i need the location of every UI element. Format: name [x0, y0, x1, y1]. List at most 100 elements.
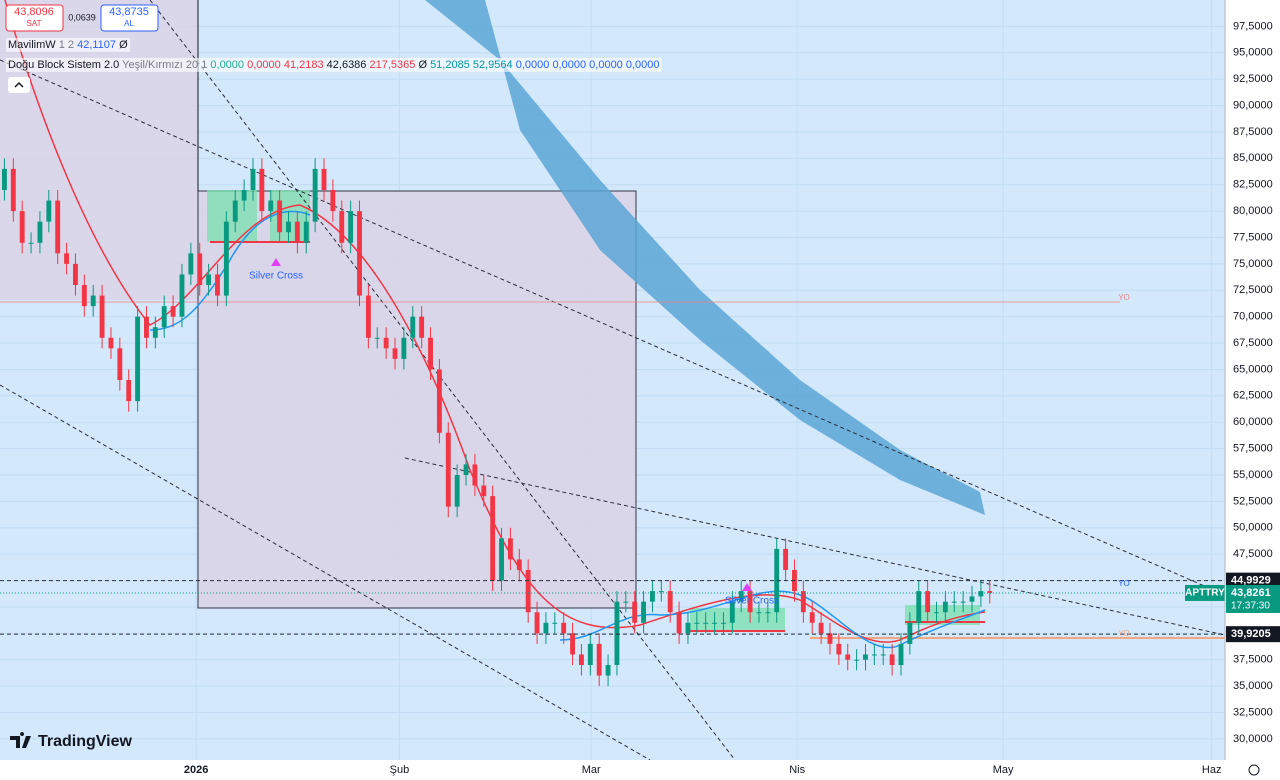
collapse-button[interactable] [8, 77, 30, 93]
candle-body [206, 274, 212, 285]
candle-body [623, 601, 629, 603]
candle-body [499, 538, 504, 581]
candle-body [197, 253, 203, 285]
settings-icon[interactable] [1248, 764, 1260, 776]
candle-body [747, 591, 753, 613]
indicator-value: Ø [418, 59, 427, 71]
indicator-params: Yeşil/Kırmızı 20 1 [122, 59, 207, 71]
y-tick-label: 80,0000 [1233, 205, 1273, 217]
sell-label: SAT [27, 19, 42, 28]
candle-body [934, 612, 939, 614]
candle-body [614, 601, 620, 665]
y-tick-label: 47,5000 [1233, 548, 1273, 560]
candle-body [294, 221, 300, 243]
candle-body [898, 643, 904, 665]
y-tick-label: 37,5000 [1233, 654, 1273, 666]
y-tick-label: 77,5000 [1233, 231, 1273, 243]
x-tick-label: Nis [789, 764, 805, 776]
candle-body [108, 337, 114, 349]
candle-body [445, 432, 451, 507]
candle-body [721, 622, 726, 624]
candle-body [152, 327, 158, 338]
candle-body [28, 242, 34, 244]
indicator-value: 52,9564 [473, 59, 513, 71]
candle-body [543, 622, 549, 634]
y-tick-label: 55,0000 [1233, 469, 1273, 481]
y-tick-label: 95,0000 [1233, 47, 1273, 59]
candle-body [436, 369, 442, 433]
logo-text: TradingView [38, 733, 133, 750]
price-tag-label: 39,9205 [1231, 628, 1271, 640]
sell-price: 43,8096 [14, 6, 54, 18]
y-tick-label: 62,5000 [1233, 390, 1273, 402]
candle-body [942, 601, 948, 613]
candle-body [81, 285, 87, 307]
candle-body [37, 221, 43, 243]
candle-body [1, 168, 7, 190]
indicator-value: 0,0000 [516, 59, 550, 71]
candle-body [286, 221, 291, 233]
candle-body [507, 538, 513, 560]
indicator-value: 0,0000 [589, 59, 623, 71]
candle-body [277, 200, 283, 233]
legend-background [6, 37, 131, 52]
moving-average [149, 210, 986, 649]
indicator-value: 42,6386 [327, 59, 367, 71]
x-tick-label: May [993, 764, 1014, 776]
cross-marker [271, 258, 281, 266]
candle-body [419, 316, 425, 338]
trend-line [0, 384, 651, 761]
candle-body [161, 306, 167, 328]
symbol-tag [1185, 584, 1225, 601]
price-tag [1226, 626, 1280, 643]
candle-body [641, 601, 647, 623]
candle-body [694, 622, 700, 624]
candle-body [410, 316, 416, 338]
buy-button[interactable] [100, 4, 159, 32]
collapse-icon [14, 81, 24, 88]
indicator-value: 0,0000 [552, 59, 586, 71]
candle-body [561, 622, 567, 634]
candle-body [818, 622, 824, 634]
candle-body [658, 591, 664, 593]
candle-body [268, 200, 274, 212]
candle-body [215, 274, 220, 296]
candle-body [135, 316, 141, 402]
indicator-value: 0,0000 [210, 59, 244, 71]
candle-body [46, 200, 52, 222]
candle-body [605, 665, 611, 676]
x-tick-label: 2026 [184, 764, 208, 776]
sell-button[interactable] [5, 4, 64, 32]
candle-body [144, 316, 149, 338]
candle-body [179, 274, 185, 317]
candle-body [951, 601, 957, 603]
candle-body [827, 633, 833, 644]
quote-box: 43,8096 SAT 0,0639 43,8735 AL [5, 4, 159, 32]
y-tick-label: 65,0000 [1233, 363, 1273, 375]
candle-body [578, 654, 584, 665]
candle-body [525, 570, 531, 613]
green-block [207, 190, 257, 242]
candle-body [783, 548, 789, 570]
indicator-legend: MavilimW 1 2 42,1107 Ø Doğu Block Sistem… [6, 37, 662, 72]
indicator-value: 0,0000 [626, 59, 660, 71]
annotation: Silver Cross [725, 596, 779, 607]
cross-marker [742, 583, 752, 591]
candle-body [676, 612, 682, 634]
time-axis [0, 760, 1225, 780]
candle-body [871, 654, 877, 656]
candle-body [978, 591, 984, 597]
buy-label: AL [124, 19, 134, 28]
candle-body [64, 253, 70, 264]
trend-line [149, 0, 736, 761]
candle-body [10, 168, 16, 212]
indicator-params: 1 2 [59, 39, 74, 51]
candle-body [73, 263, 78, 285]
candle-body [667, 591, 673, 613]
indicator-name: MavilimW [8, 39, 56, 51]
candle-body [170, 306, 176, 317]
logo: TradingView [10, 732, 133, 750]
candle-body [765, 612, 771, 614]
